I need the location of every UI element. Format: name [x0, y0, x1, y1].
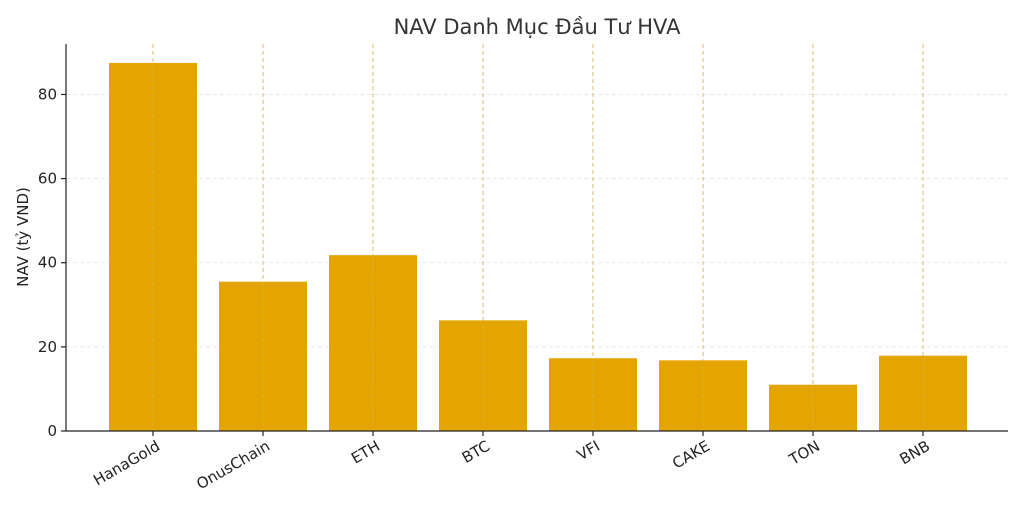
x-tick-label: BTC	[459, 437, 493, 467]
chart-title: NAV Danh Mục Đầu Tư HVA	[394, 15, 682, 39]
x-tick-label: TON	[785, 437, 823, 469]
x-tick-label: OnusChain	[193, 437, 273, 493]
x-tick-label: VFI	[574, 437, 603, 464]
y-axis-label: NAV (tỷ VND)	[14, 187, 32, 287]
axes	[65, 44, 1008, 432]
x-tick-label: CAKE	[669, 437, 713, 473]
y-tick-label: 60	[38, 170, 57, 188]
y-ticks: 0 20 40 60 80	[38, 85, 66, 440]
y-tick-label: 40	[38, 254, 57, 272]
x-tick-label: HanaGold	[90, 437, 163, 489]
y-tick-label: 0	[47, 422, 57, 440]
x-ticks: HanaGold OnusChain ETH BTC VFI CAKE TON BNB	[90, 431, 933, 493]
y-tick-label: 20	[38, 338, 57, 356]
x-tick-label: ETH	[348, 437, 383, 468]
y-tick-label: 80	[38, 85, 57, 103]
bars	[109, 44, 967, 431]
x-tick-label: BNB	[896, 437, 933, 468]
grid	[66, 44, 1008, 431]
